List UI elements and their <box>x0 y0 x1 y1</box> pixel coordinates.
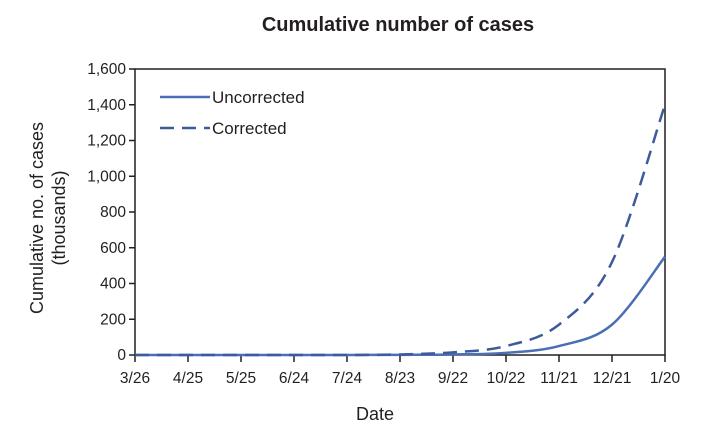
chart-title: Cumulative number of cases <box>262 14 534 36</box>
y-tick-label: 0 <box>117 347 126 364</box>
y-tick-label: 1,400 <box>87 97 126 114</box>
y-tick-label: 200 <box>100 311 126 328</box>
x-tick-label: 12/21 <box>593 370 632 387</box>
y-tick-label: 800 <box>100 204 126 221</box>
y-tick-label: 1,600 <box>87 61 126 78</box>
x-axis-label: Date <box>356 404 394 424</box>
series-lines <box>135 104 667 357</box>
x-tick-label: 6/24 <box>279 370 310 387</box>
y-axis-label: Cumulative no. of cases (thousands) <box>27 122 69 314</box>
x-tick-label: 5/25 <box>226 370 256 387</box>
x-tick-label: 9/22 <box>438 370 468 387</box>
y-tick-label: 400 <box>100 276 126 293</box>
legend: Uncorrected Corrected <box>160 88 305 138</box>
x-tick-label: 4/25 <box>173 370 203 387</box>
x-tick-label: 1/20 <box>650 370 681 387</box>
series-line-uncorrected <box>135 255 666 357</box>
plot-area <box>134 68 666 356</box>
legend-label-corrected: Corrected <box>212 119 287 138</box>
y-axis-label-line-1: Cumulative no. of cases <box>27 122 47 314</box>
legend-label-uncorrected: Uncorrected <box>212 88 305 107</box>
y-tick-label: 1,200 <box>87 133 126 150</box>
y-axis: 0 200 400 600 800 1,000 1,200 1,400 1,600 <box>87 61 135 364</box>
x-tick-label: 11/21 <box>540 370 578 387</box>
plot-border <box>134 68 666 356</box>
x-tick-label: 10/22 <box>487 370 526 387</box>
x-tick-label: 8/23 <box>385 370 415 387</box>
x-axis: 3/26 4/25 5/25 6/24 7/24 8/23 9/22 10/22 11/21 12… <box>120 355 681 387</box>
y-axis-label-line-2: (thousands) <box>49 170 69 265</box>
x-tick-label: 7/24 <box>332 370 363 387</box>
y-tick-label: 600 <box>100 240 126 257</box>
y-tick-label: 1,000 <box>87 168 126 185</box>
series-line-corrected <box>135 104 667 357</box>
x-tick-label: 3/26 <box>120 370 150 387</box>
